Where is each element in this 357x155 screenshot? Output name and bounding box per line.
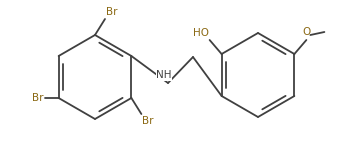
Text: Br: Br <box>106 7 117 17</box>
Text: HO: HO <box>193 28 208 38</box>
Text: Br: Br <box>142 116 154 126</box>
Text: NH: NH <box>156 70 172 80</box>
Text: Br: Br <box>32 93 44 103</box>
Text: O: O <box>302 27 311 37</box>
